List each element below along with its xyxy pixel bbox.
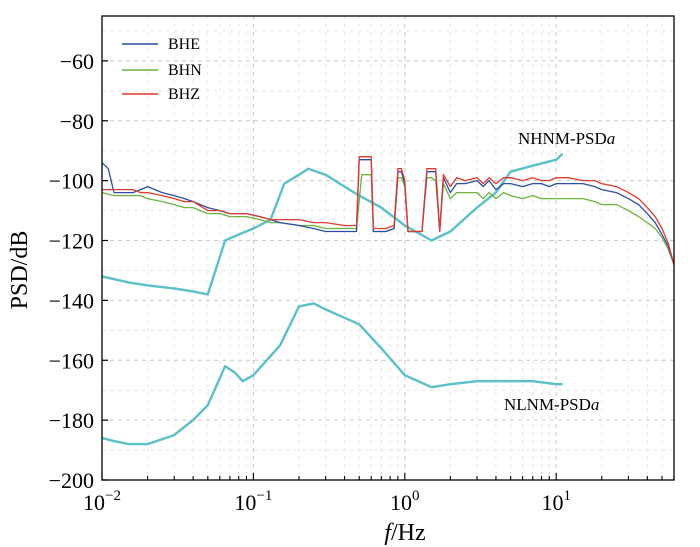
series-lines (101, 152, 675, 446)
y-tick-label: −60 (60, 49, 94, 74)
plot-frame (101, 15, 675, 481)
x-tick-label: 101 (541, 488, 571, 515)
x-tick-label: 10−1 (234, 488, 272, 515)
y-tick-label: −200 (49, 468, 94, 493)
y-tick-label: −100 (49, 169, 94, 194)
annotation-nhnm: NHNM-PSDa (518, 129, 615, 148)
y-tick-label: −140 (49, 288, 94, 313)
y-tick-label: −120 (49, 229, 94, 254)
y-tick-label: −160 (49, 348, 94, 373)
x-tick-label: 10−2 (83, 488, 121, 515)
y-axis-title: PSD/dB (7, 231, 33, 310)
y-tick-label: −80 (60, 109, 94, 134)
series-line-bhz (102, 156, 675, 265)
y-tick-label: −180 (49, 408, 94, 433)
legend: BHE BHN BHZ (122, 36, 202, 103)
legend-label-bhn: BHN (168, 62, 202, 79)
x-tick-label: 100 (390, 488, 420, 515)
annotation-nlnm: NLNM-PSDa (504, 395, 599, 414)
series-line-bhn (101, 174, 675, 265)
x-axis-title: f/Hz (384, 520, 425, 546)
series-line-nlnm-psda (101, 302, 563, 446)
legend-label-bhz: BHZ (168, 86, 200, 103)
legend-label-bhe: BHE (168, 36, 200, 53)
